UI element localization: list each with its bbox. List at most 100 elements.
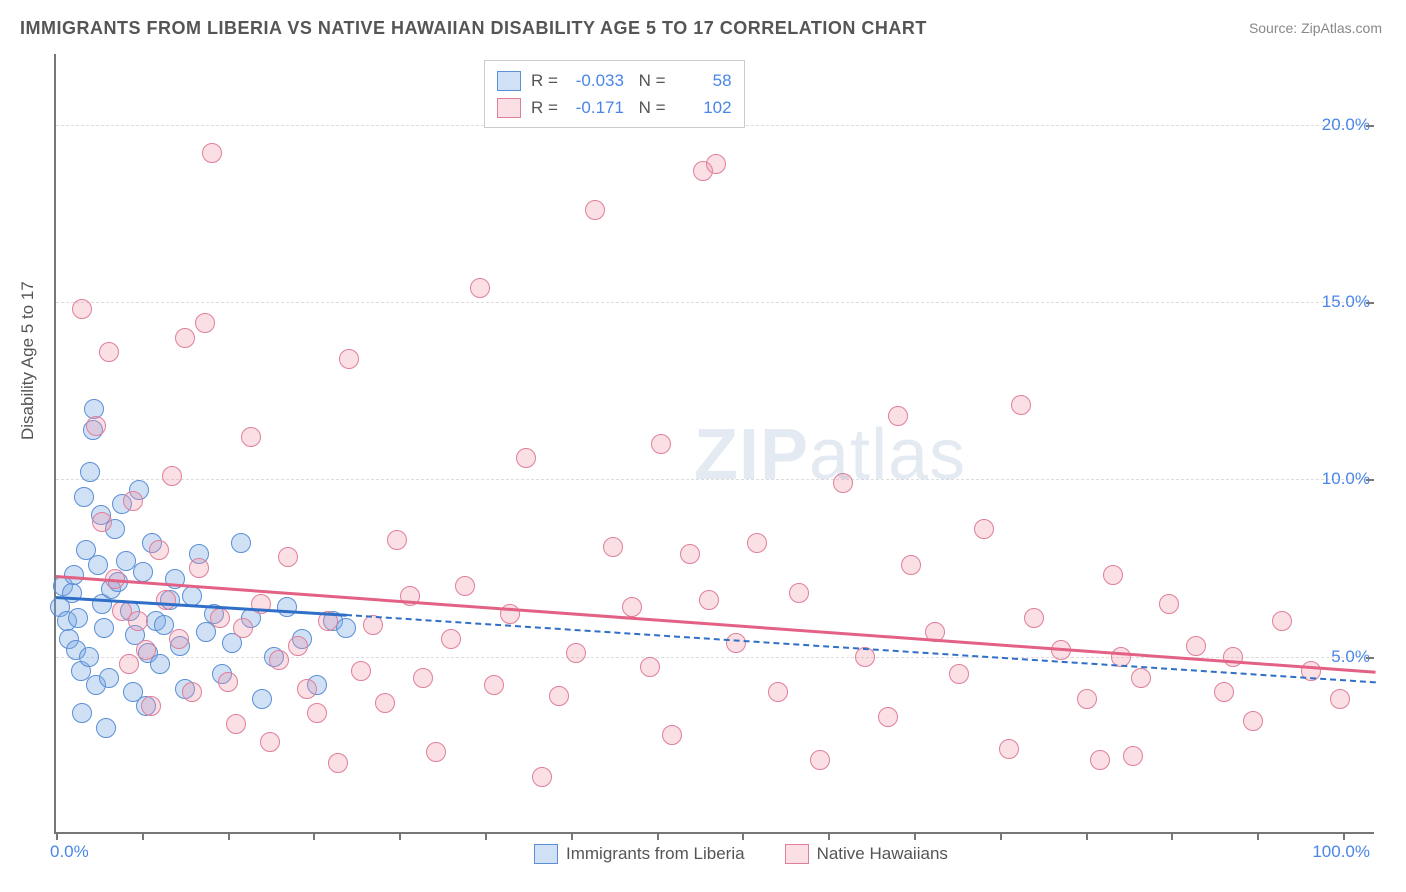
data-point xyxy=(387,530,407,550)
data-point xyxy=(136,640,156,660)
data-point xyxy=(328,753,348,773)
data-point xyxy=(1011,395,1031,415)
data-point xyxy=(94,618,114,638)
data-point xyxy=(189,558,209,578)
x-tick-mark xyxy=(313,832,315,840)
data-point xyxy=(72,703,92,723)
legend-label-1: Immigrants from Liberia xyxy=(566,844,745,864)
data-point xyxy=(141,696,161,716)
data-point xyxy=(532,767,552,787)
data-point xyxy=(1077,689,1097,709)
data-point xyxy=(375,693,395,713)
data-point xyxy=(441,629,461,649)
data-point xyxy=(1131,668,1151,688)
y-axis-label: Disability Age 5 to 17 xyxy=(18,281,38,440)
data-point xyxy=(260,732,280,752)
data-point xyxy=(288,636,308,656)
data-point xyxy=(706,154,726,174)
x-tick-mark xyxy=(1000,832,1002,840)
data-point xyxy=(878,707,898,727)
x-tick-mark xyxy=(914,832,916,840)
data-point xyxy=(833,473,853,493)
x-tick-mark xyxy=(1086,832,1088,840)
x-tick-mark xyxy=(56,832,58,840)
data-point xyxy=(662,725,682,745)
data-point xyxy=(1243,711,1263,731)
stats-row-1: R = -0.033 N = 58 xyxy=(497,67,732,94)
gridline xyxy=(56,479,1374,480)
x-tick-mark xyxy=(571,832,573,840)
source-label: Source: ZipAtlas.com xyxy=(1249,20,1382,36)
data-point xyxy=(68,608,88,628)
data-point xyxy=(241,427,261,447)
y-tick-mark xyxy=(1366,479,1374,481)
legend-label-2: Native Hawaiians xyxy=(817,844,948,864)
data-point xyxy=(88,555,108,575)
data-point xyxy=(92,512,112,532)
data-point xyxy=(79,647,99,667)
gridline xyxy=(56,302,1374,303)
data-point xyxy=(640,657,660,677)
data-point xyxy=(455,576,475,596)
data-point xyxy=(549,686,569,706)
data-point xyxy=(888,406,908,426)
data-point xyxy=(231,533,251,553)
data-point xyxy=(566,643,586,663)
data-point xyxy=(269,650,289,670)
data-point xyxy=(516,448,536,468)
data-point xyxy=(1024,608,1044,628)
data-point xyxy=(1159,594,1179,614)
data-point xyxy=(86,416,106,436)
data-point xyxy=(413,668,433,688)
data-point xyxy=(119,654,139,674)
data-point xyxy=(651,434,671,454)
x-axis-end: 100.0% xyxy=(1312,842,1370,862)
x-tick-mark xyxy=(1343,832,1345,840)
stats-legend-box: R = -0.033 N = 58 R = -0.171 N = 102 xyxy=(484,60,745,128)
x-tick-mark xyxy=(228,832,230,840)
data-point xyxy=(210,608,230,628)
data-point xyxy=(123,491,143,511)
data-point xyxy=(202,143,222,163)
data-point xyxy=(297,679,317,699)
plot-region: 5.0%10.0%15.0%20.0% xyxy=(54,54,1374,834)
x-tick-mark xyxy=(1257,832,1259,840)
data-point xyxy=(195,313,215,333)
data-point xyxy=(1090,750,1110,770)
chart-area: 5.0%10.0%15.0%20.0% ZIPatlas R = -0.033 … xyxy=(54,54,1374,834)
legend-item-1: Immigrants from Liberia xyxy=(534,844,745,864)
data-point xyxy=(1123,746,1143,766)
data-point xyxy=(72,299,92,319)
data-point xyxy=(680,544,700,564)
data-point xyxy=(218,672,238,692)
data-point xyxy=(351,661,371,681)
data-point xyxy=(226,714,246,734)
data-point xyxy=(999,739,1019,759)
data-point xyxy=(901,555,921,575)
data-point xyxy=(747,533,767,553)
data-point xyxy=(74,487,94,507)
data-point xyxy=(99,342,119,362)
data-point xyxy=(252,689,272,709)
data-point xyxy=(949,664,969,684)
chart-title: IMMIGRANTS FROM LIBERIA VS NATIVE HAWAII… xyxy=(20,18,927,39)
data-point xyxy=(150,654,170,674)
data-point xyxy=(484,675,504,695)
trend-line xyxy=(346,614,1376,683)
data-point xyxy=(128,611,148,631)
x-tick-mark xyxy=(399,832,401,840)
data-point xyxy=(726,633,746,653)
data-point xyxy=(278,547,298,567)
data-point xyxy=(789,583,809,603)
data-point xyxy=(336,618,356,638)
data-point xyxy=(182,682,202,702)
y-tick-mark xyxy=(1366,125,1374,127)
x-tick-mark xyxy=(485,832,487,840)
data-point xyxy=(603,537,623,557)
x-tick-mark xyxy=(657,832,659,840)
legend-swatch-2 xyxy=(785,844,809,864)
x-tick-mark xyxy=(142,832,144,840)
x-tick-mark xyxy=(742,832,744,840)
stats-row-2: R = -0.171 N = 102 xyxy=(497,94,732,121)
data-point xyxy=(768,682,788,702)
